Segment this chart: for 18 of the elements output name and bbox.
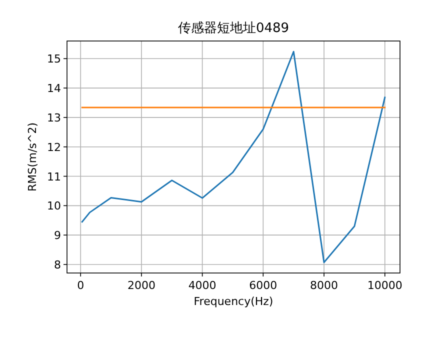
y-axis-title: RMS(m/s^2) [26, 122, 39, 192]
y-tick-label: 12 [47, 140, 61, 154]
y-tick-label: 10 [47, 200, 61, 213]
x-tick-label: 4000 [188, 279, 216, 292]
chart-title: 传感器短地址0489 [178, 21, 290, 36]
x-tick-label: 0 [77, 279, 84, 292]
x-tick-label: 10000 [367, 279, 402, 292]
y-tick-label: 14 [47, 82, 61, 96]
y-tick-label: 13 [47, 111, 61, 124]
y-tick-label: 9 [54, 229, 61, 242]
y-tick-label: 8 [54, 258, 61, 272]
y-tick-label: 15 [47, 52, 61, 66]
line-series [81, 50, 386, 264]
x-tick-label: 2000 [127, 279, 156, 292]
x-tick-label: 8000 [310, 279, 338, 292]
x-axis-title: Frequency(Hz) [194, 295, 274, 308]
y-tick-label: 11 [47, 170, 61, 184]
x-tick-label: 6000 [249, 279, 278, 292]
